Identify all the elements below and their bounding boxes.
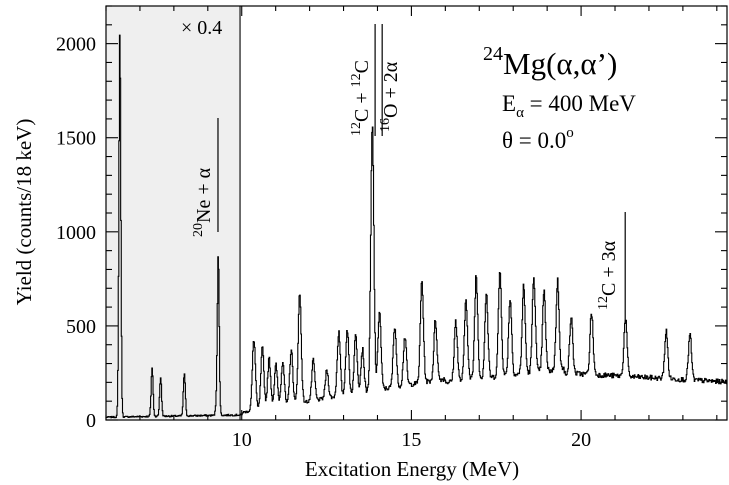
y-tick-label: 1000 xyxy=(56,222,96,244)
threshold-label-c-3alpha: 12C + 3α xyxy=(596,240,620,310)
y-ticks: 0 500 1000 1500 2000 xyxy=(56,5,727,432)
threshold-label-c-c-mass-1: 12 xyxy=(349,122,364,136)
threshold-label-ne-alpha: 20Ne + α xyxy=(191,167,215,237)
threshold-label-c-c: 12C + 12C xyxy=(349,60,373,136)
x-tick-label: 10 xyxy=(232,429,252,451)
angle-degree: o xyxy=(566,125,574,141)
threshold-label-c-c-text-2: C xyxy=(351,60,373,73)
x-axis-title: Excitation Energy (MeV) xyxy=(305,457,519,481)
reaction-label: 24Mg(α,α’) xyxy=(483,43,617,81)
angle-value: θ = 0.0 xyxy=(502,128,566,153)
reaction-mass-number: 24 xyxy=(483,43,503,65)
threshold-label-o-2alpha: 16O + 2α xyxy=(378,61,402,132)
threshold-label-o-2alpha-mass: 16 xyxy=(378,118,393,132)
y-tick-label: 2000 xyxy=(56,34,96,56)
threshold-label-ne-alpha-mass: 20 xyxy=(191,223,206,237)
beam-energy-label: Eα = 400 MeV xyxy=(502,91,636,121)
x-tick-label: 15 xyxy=(401,429,421,451)
threshold-label-o-2alpha-text: O + 2α xyxy=(380,61,402,118)
beam-energy-symbol: E xyxy=(502,91,516,116)
spectrum-line xyxy=(105,34,728,419)
beam-energy-value: = 400 MeV xyxy=(524,91,636,116)
angle-label: θ = 0.0o xyxy=(502,125,574,153)
y-tick-label: 0 xyxy=(86,410,96,432)
threshold-label-c-3alpha-text: C + 3α xyxy=(598,240,620,296)
threshold-label-ne-alpha-text: Ne + α xyxy=(193,167,215,223)
threshold-label-c-c-text-1: C + xyxy=(351,87,373,122)
threshold-label-c-c-mass-2: 12 xyxy=(349,73,364,87)
threshold-label-c-3alpha-mass: 12 xyxy=(596,296,611,310)
x-tick-label: 20 xyxy=(571,429,591,451)
scale-factor-label: × 0.4 xyxy=(181,17,222,39)
y-axis-title: Yield (counts/18 keV) xyxy=(12,119,36,306)
y-tick-label: 1500 xyxy=(56,128,96,150)
y-tick-label: 500 xyxy=(66,316,96,338)
threshold-lines xyxy=(217,24,626,324)
x-ticks: 10 15 20 xyxy=(105,6,718,451)
beam-energy-subscript: α xyxy=(516,105,524,121)
reaction-main: Mg(α,α’) xyxy=(503,46,617,81)
